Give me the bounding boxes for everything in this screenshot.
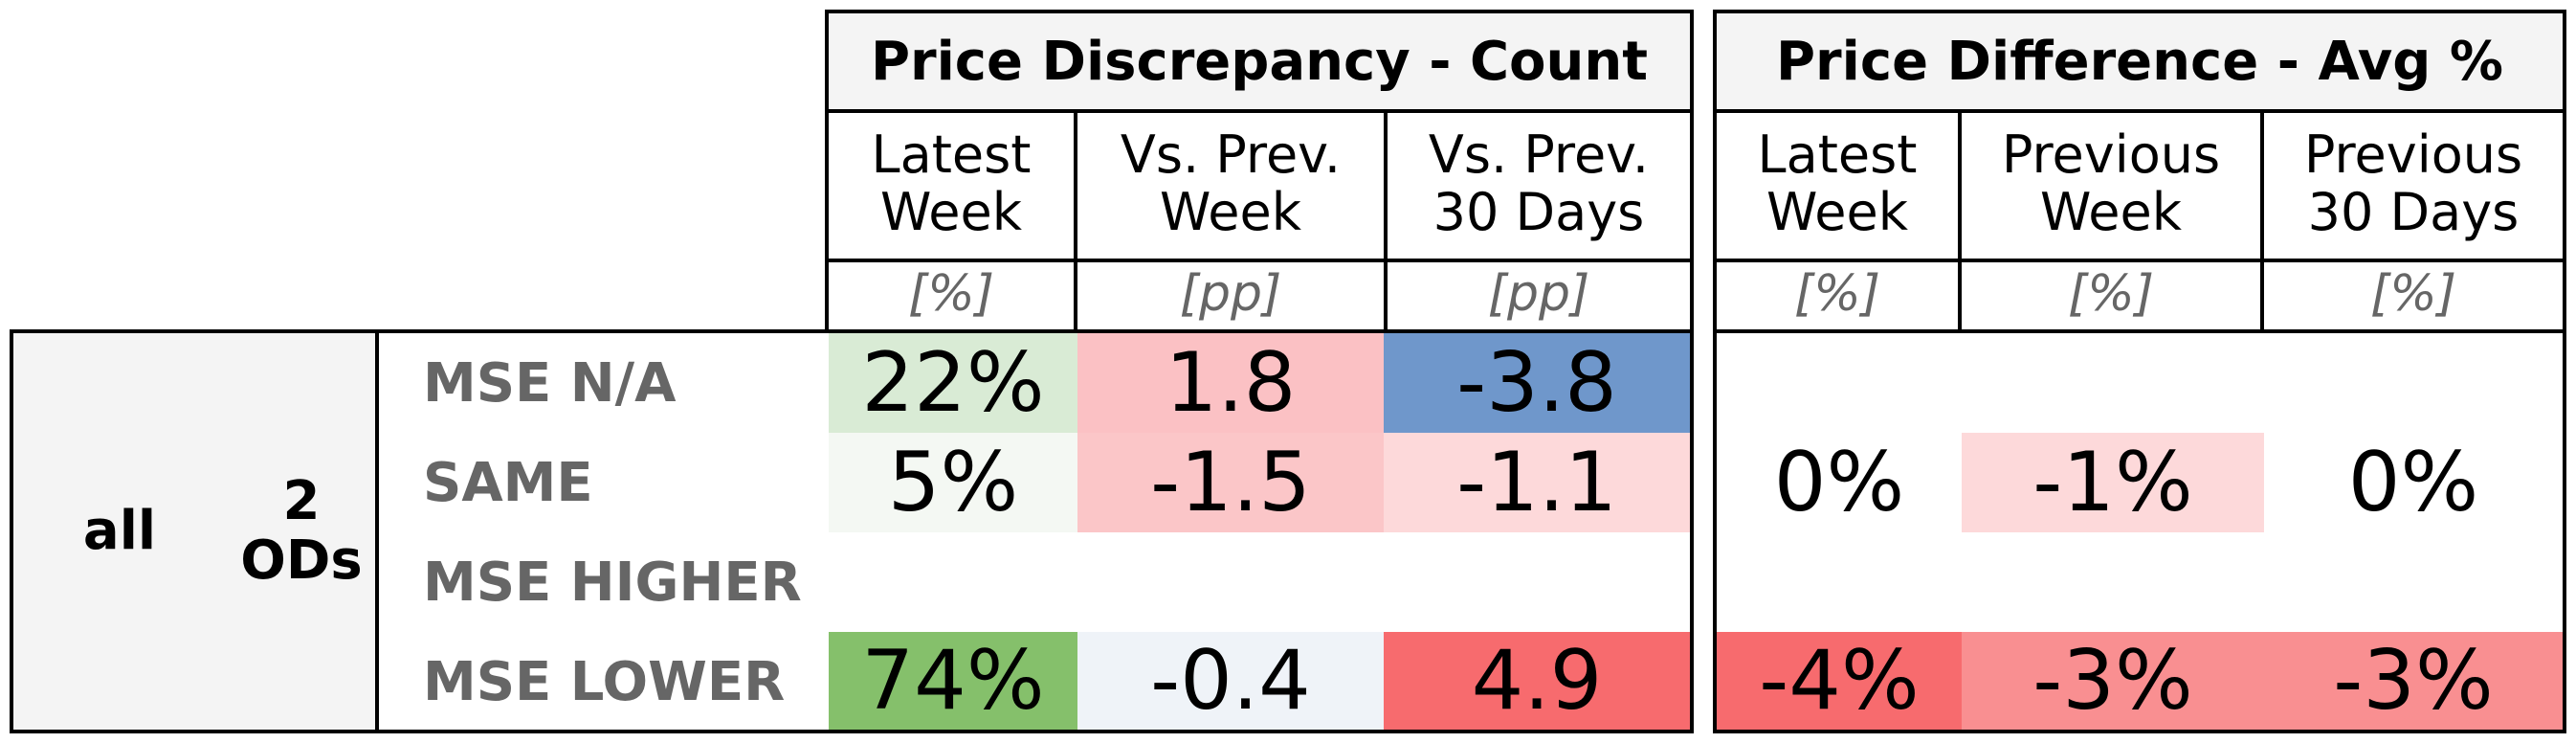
row-label-mse-lower: MSE LOWER (423, 650, 786, 713)
cell-same-vs-prev-30: -1.1 (1384, 433, 1690, 532)
group-cell (13, 333, 379, 730)
discrepancy-cells: 22% 1.8 -3.8 5% -1.5 -1.1 74% -0.4 4.9 (829, 333, 1690, 730)
difference-cells: 0% -1% 0% -4% -3% -3% (1717, 333, 2563, 730)
unit-discrepancy-latest-week: [%] (825, 259, 1077, 333)
col-header-discrepancy-vs-prev-30-days: Vs. Prev. 30 Days (1384, 109, 1694, 262)
group-level1-label: all (82, 500, 157, 562)
cell-mse-na-vs-prev-week: 1.8 (1077, 333, 1384, 433)
cell-same-vs-prev-week: -1.5 (1077, 433, 1384, 532)
unit-difference-latest-week: [%] (1713, 259, 1962, 333)
col-header-difference-previous-30-days: Previous 30 Days (2260, 109, 2566, 262)
diff-cell-mse-na-prev-week (1962, 333, 2264, 433)
cell-same-latest: 5% (829, 433, 1077, 532)
unit-discrepancy-vs-prev-30-days: [pp] (1384, 259, 1694, 333)
col-header-difference-latest-week: Latest Week (1713, 109, 1962, 262)
row-label-mse-higher: MSE HIGHER (423, 551, 802, 614)
diff-cell-mse-na-latest (1717, 333, 1962, 433)
col-header-difference-previous-week: Previous Week (1958, 109, 2264, 262)
diff-cell-mse-lower-prev-30: -3% (2264, 632, 2563, 730)
cell-mse-lower-vs-prev-30: 4.9 (1384, 632, 1690, 730)
unit-difference-previous-week: [%] (1958, 259, 2264, 333)
diff-cell-same-latest: 0% (1717, 433, 1962, 532)
group-level2-label: 2 ODs (240, 470, 363, 592)
unit-discrepancy-vs-prev-week: [pp] (1074, 259, 1388, 333)
section-title-difference: Price Difference - Avg % (1713, 10, 2566, 113)
unit-difference-previous-30-days: [%] (2260, 259, 2566, 333)
cell-mse-higher-vs-prev-week (1077, 532, 1384, 632)
cell-mse-higher-vs-prev-30 (1384, 532, 1690, 632)
row-label-same: SAME (423, 451, 593, 514)
difference-body-border (1713, 329, 2566, 733)
cell-mse-higher-latest (829, 532, 1077, 632)
diff-cell-mse-higher-prev-30 (2264, 532, 2563, 632)
cell-mse-na-vs-prev-30: -3.8 (1384, 333, 1690, 433)
diff-cell-mse-higher-latest (1717, 532, 1962, 632)
col-header-discrepancy-vs-prev-week: Vs. Prev. Week (1074, 109, 1388, 262)
diff-cell-same-prev-30: 0% (2264, 433, 2563, 532)
section-title-discrepancy: Price Discrepancy - Count (825, 10, 1694, 113)
cell-mse-lower-vs-prev-week: -0.4 (1077, 632, 1384, 730)
discrepancy-body-border (821, 329, 1694, 733)
diff-cell-same-prev-week: -1% (1962, 433, 2264, 532)
cell-mse-lower-latest: 74% (829, 632, 1077, 730)
diff-cell-mse-lower-latest: -4% (1717, 632, 1962, 730)
diff-cell-mse-na-prev-30 (2264, 333, 2563, 433)
row-label-mse-na: MSE N/A (423, 351, 677, 415)
diff-cell-mse-lower-prev-week: -3% (1962, 632, 2264, 730)
diff-cell-mse-higher-prev-week (1962, 532, 2264, 632)
cell-mse-na-latest: 22% (829, 333, 1077, 433)
col-header-discrepancy-latest-week: Latest Week (825, 109, 1077, 262)
